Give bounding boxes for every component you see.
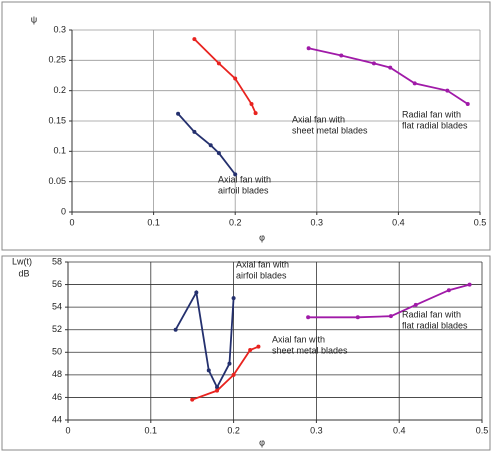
- series-line: [193, 38, 257, 114]
- x-axis-label: φ: [259, 437, 265, 447]
- data-point: [227, 361, 232, 366]
- y-tick-label: 0.3: [53, 24, 66, 34]
- y-tick-label: 0.25: [48, 55, 66, 65]
- annotation: flat radial blades: [402, 320, 468, 330]
- data-point: [412, 81, 417, 86]
- y-tick-label: 0: [61, 206, 66, 216]
- series-line: [174, 289, 235, 390]
- data-point: [465, 102, 470, 107]
- y-tick-label: 56: [52, 279, 62, 289]
- data-point: [233, 76, 238, 81]
- x-axis-label: φ: [259, 232, 265, 242]
- x-tick-label: 0.2: [229, 217, 242, 227]
- data-point: [215, 388, 220, 393]
- x-tick-label: 0: [65, 425, 70, 435]
- data-point: [190, 397, 195, 402]
- annotation: Axial fan with: [272, 334, 325, 344]
- x-tick-label: 0.1: [145, 425, 158, 435]
- y-axis-label: Lw(t): [12, 256, 32, 266]
- data-point: [233, 172, 238, 177]
- data-point: [306, 315, 311, 320]
- data-point: [231, 296, 236, 301]
- y-tick-label: 44: [52, 414, 62, 424]
- data-point: [176, 111, 181, 116]
- annotation: sheet metal blades: [272, 345, 348, 355]
- data-point: [339, 53, 344, 58]
- data-point: [192, 37, 197, 42]
- data-point: [206, 368, 211, 373]
- y-tick-label: 0.15: [48, 115, 66, 125]
- series-line: [177, 113, 236, 175]
- annotation: Radial fan with: [402, 109, 461, 119]
- data-point: [216, 61, 221, 66]
- panel-frame: [1, 255, 491, 451]
- y-tick-label: 58: [52, 256, 62, 266]
- data-point: [388, 314, 393, 319]
- y-tick-label: 46: [52, 392, 62, 402]
- data-point: [256, 344, 261, 349]
- y-tick-label: 0.1: [53, 146, 66, 156]
- data-point: [467, 282, 472, 287]
- y-tick-label: 0.2: [53, 85, 66, 95]
- data-point: [446, 288, 451, 293]
- panel-frame: [1, 1, 491, 251]
- annotation: airfoil blades: [218, 185, 269, 195]
- data-point: [215, 385, 220, 390]
- x-tick-label: 0.5: [476, 425, 489, 435]
- y-axis-label: dB: [18, 268, 29, 278]
- data-point: [355, 315, 360, 320]
- x-tick-label: 0.1: [147, 217, 160, 227]
- data-point: [413, 302, 418, 307]
- y-tick-label: 54: [52, 302, 62, 312]
- data-point: [192, 129, 197, 134]
- data-point: [248, 348, 253, 353]
- data-point: [173, 327, 178, 332]
- annotation: sheet metal blades: [292, 125, 368, 135]
- data-point: [253, 111, 258, 116]
- y-tick-label: 0.05: [48, 176, 66, 186]
- annotation: Axial fan with: [292, 114, 345, 124]
- y-tick-label: 50: [52, 347, 62, 357]
- data-point: [306, 46, 311, 51]
- data-point: [194, 290, 199, 295]
- annotation: airfoil blades: [236, 270, 287, 280]
- data-point: [249, 102, 254, 107]
- annotation: Radial fan with: [402, 309, 461, 319]
- data-point: [216, 151, 221, 156]
- y-tick-label: 52: [52, 324, 62, 334]
- x-tick-label: 0.3: [310, 425, 323, 435]
- data-point: [371, 61, 376, 66]
- x-tick-label: 0.4: [393, 425, 406, 435]
- x-tick-label: 0.4: [392, 217, 405, 227]
- x-tick-label: 0.5: [474, 217, 487, 227]
- series-line: [308, 47, 469, 105]
- x-tick-label: 0: [69, 217, 74, 227]
- x-tick-label: 0.2: [227, 425, 240, 435]
- annotation: Axial fan with: [218, 174, 271, 184]
- annotation: Axial fan with: [236, 259, 289, 269]
- y-tick-label: 48: [52, 369, 62, 379]
- data-point: [445, 88, 450, 93]
- annotation: flat radial blades: [402, 120, 468, 130]
- series-line: [308, 283, 470, 319]
- y-axis-label: ψ: [31, 14, 37, 24]
- data-point: [388, 65, 393, 70]
- x-tick-label: 0.3: [311, 217, 324, 227]
- data-point: [208, 143, 213, 148]
- data-point: [231, 372, 236, 377]
